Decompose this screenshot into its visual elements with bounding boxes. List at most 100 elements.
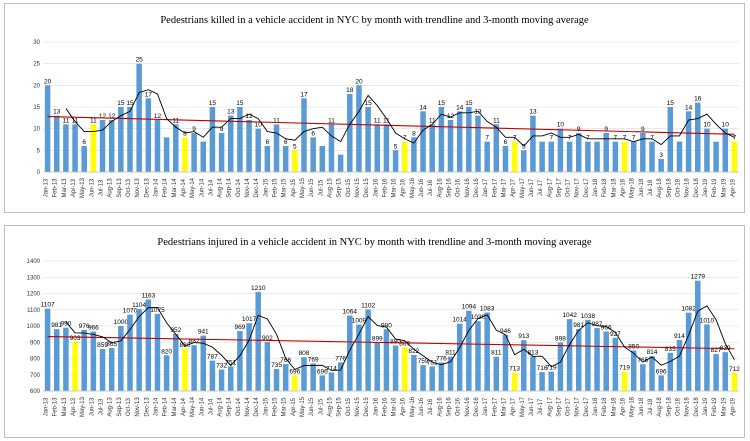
data-label: 969 — [234, 324, 245, 331]
x-tick-label: Feb-14 — [163, 178, 169, 198]
data-label: 1014 — [452, 317, 467, 324]
bar — [685, 312, 692, 391]
data-label: 6 — [284, 139, 288, 146]
bar — [53, 115, 60, 172]
x-tick-label: Feb-19 — [712, 397, 718, 417]
data-label: 15 — [126, 100, 134, 107]
data-label: 11 — [90, 117, 97, 124]
y-tick-label: 800 — [30, 357, 41, 363]
x-tick-label: Mar-17 — [501, 178, 507, 198]
x-tick-label: Dec-17 — [584, 178, 590, 198]
data-label: 7 — [403, 135, 407, 142]
x-tick-label: May-17 — [520, 177, 526, 198]
data-label: 987 — [592, 321, 603, 328]
bar — [649, 141, 655, 172]
data-label: 12 — [447, 113, 455, 120]
data-label: 716 — [537, 365, 548, 372]
bar — [731, 372, 738, 391]
data-label: 18 — [346, 87, 354, 94]
y-tick-label: 25 — [33, 62, 40, 68]
bar — [530, 115, 536, 172]
x-tick-label: Feb-17 — [492, 178, 498, 198]
x-tick-label: May-16 — [410, 177, 416, 198]
data-label: 765 — [637, 357, 648, 364]
bar — [108, 347, 115, 391]
bar — [704, 128, 710, 172]
data-label: 865 — [106, 341, 117, 348]
x-tick-label: Aug-15 — [327, 397, 333, 417]
bar — [292, 375, 298, 391]
data-label: 11 — [383, 117, 390, 124]
bar — [301, 98, 307, 172]
data-label: 776 — [436, 355, 447, 362]
x-tick-label: Nov-18 — [685, 397, 691, 417]
data-label: 776 — [335, 355, 346, 362]
bar — [713, 354, 719, 391]
data-label: 976 — [79, 323, 90, 330]
data-label: 7 — [586, 135, 590, 142]
x-tick-label: Aug-14 — [218, 397, 224, 417]
data-label: 1038 — [581, 313, 596, 320]
data-label: 1042 — [562, 312, 577, 319]
data-label: 7 — [623, 135, 627, 142]
bar — [612, 337, 619, 391]
x-tick-label: Feb-15 — [273, 178, 279, 198]
x-tick-label: Sep-13 — [117, 178, 123, 198]
bar — [53, 329, 60, 391]
data-label: 11 — [63, 117, 70, 124]
x-tick-label: Mar-15 — [282, 178, 288, 198]
x-tick-label: Feb-19 — [712, 178, 718, 198]
bar — [282, 364, 289, 391]
x-tick-label: Feb-14 — [163, 397, 169, 417]
bar — [99, 348, 106, 391]
y-tick-label: 600 — [30, 389, 41, 395]
x-tick-label: Jun-13 — [89, 178, 95, 197]
data-label: 869 — [399, 340, 410, 347]
bar — [401, 347, 408, 391]
bar — [539, 372, 545, 391]
x-tick-label: Jul-18 — [648, 398, 654, 415]
y-tick-label: 30 — [33, 40, 40, 46]
bar — [209, 107, 216, 172]
data-label: 827 — [711, 347, 722, 354]
x-tick-label: Jul-17 — [538, 398, 544, 415]
bar — [566, 141, 573, 172]
bar — [447, 120, 454, 172]
data-label: 9 — [192, 126, 196, 133]
x-tick-label: Feb-15 — [273, 397, 279, 417]
x-tick-label: Aug-16 — [437, 178, 443, 198]
data-label: 1102 — [361, 302, 375, 309]
x-tick-label: Sep-13 — [117, 397, 123, 417]
x-tick-label: Oct-15 — [346, 397, 352, 416]
x-tick-label: Jun-18 — [639, 178, 645, 197]
x-tick-label: Mar-18 — [611, 397, 617, 417]
x-tick-label: Sep-18 — [666, 397, 672, 417]
x-tick-label: Jan-16 — [373, 178, 379, 197]
data-label: 9 — [641, 126, 645, 133]
x-tick-label: Jul-15 — [318, 179, 324, 196]
data-label: 6 — [82, 139, 86, 146]
data-label: 11 — [429, 117, 436, 124]
data-label: 990 — [60, 321, 71, 328]
bar — [182, 348, 188, 391]
x-tick-label: Aug-18 — [657, 397, 663, 417]
bar — [273, 369, 280, 391]
x-tick-label: Sep-15 — [337, 397, 343, 417]
x-tick-label: Jun-13 — [89, 397, 95, 416]
bar — [539, 141, 545, 172]
x-tick-label: Jul-18 — [648, 179, 654, 196]
x-tick-label: Oct-14 — [236, 397, 242, 416]
bar — [484, 312, 490, 391]
data-label: 20 — [44, 78, 52, 85]
x-tick-label: Jan-15 — [263, 397, 269, 416]
data-label: 981 — [51, 322, 62, 329]
data-label: 696 — [656, 368, 667, 375]
data-label: 714 — [326, 365, 337, 372]
data-label: 7 — [614, 135, 618, 142]
bar — [704, 324, 710, 392]
bar — [118, 326, 124, 391]
x-tick-label: Mar-16 — [392, 397, 398, 417]
trendline — [47, 336, 735, 350]
data-label: 927 — [610, 331, 621, 338]
bar — [347, 94, 353, 172]
